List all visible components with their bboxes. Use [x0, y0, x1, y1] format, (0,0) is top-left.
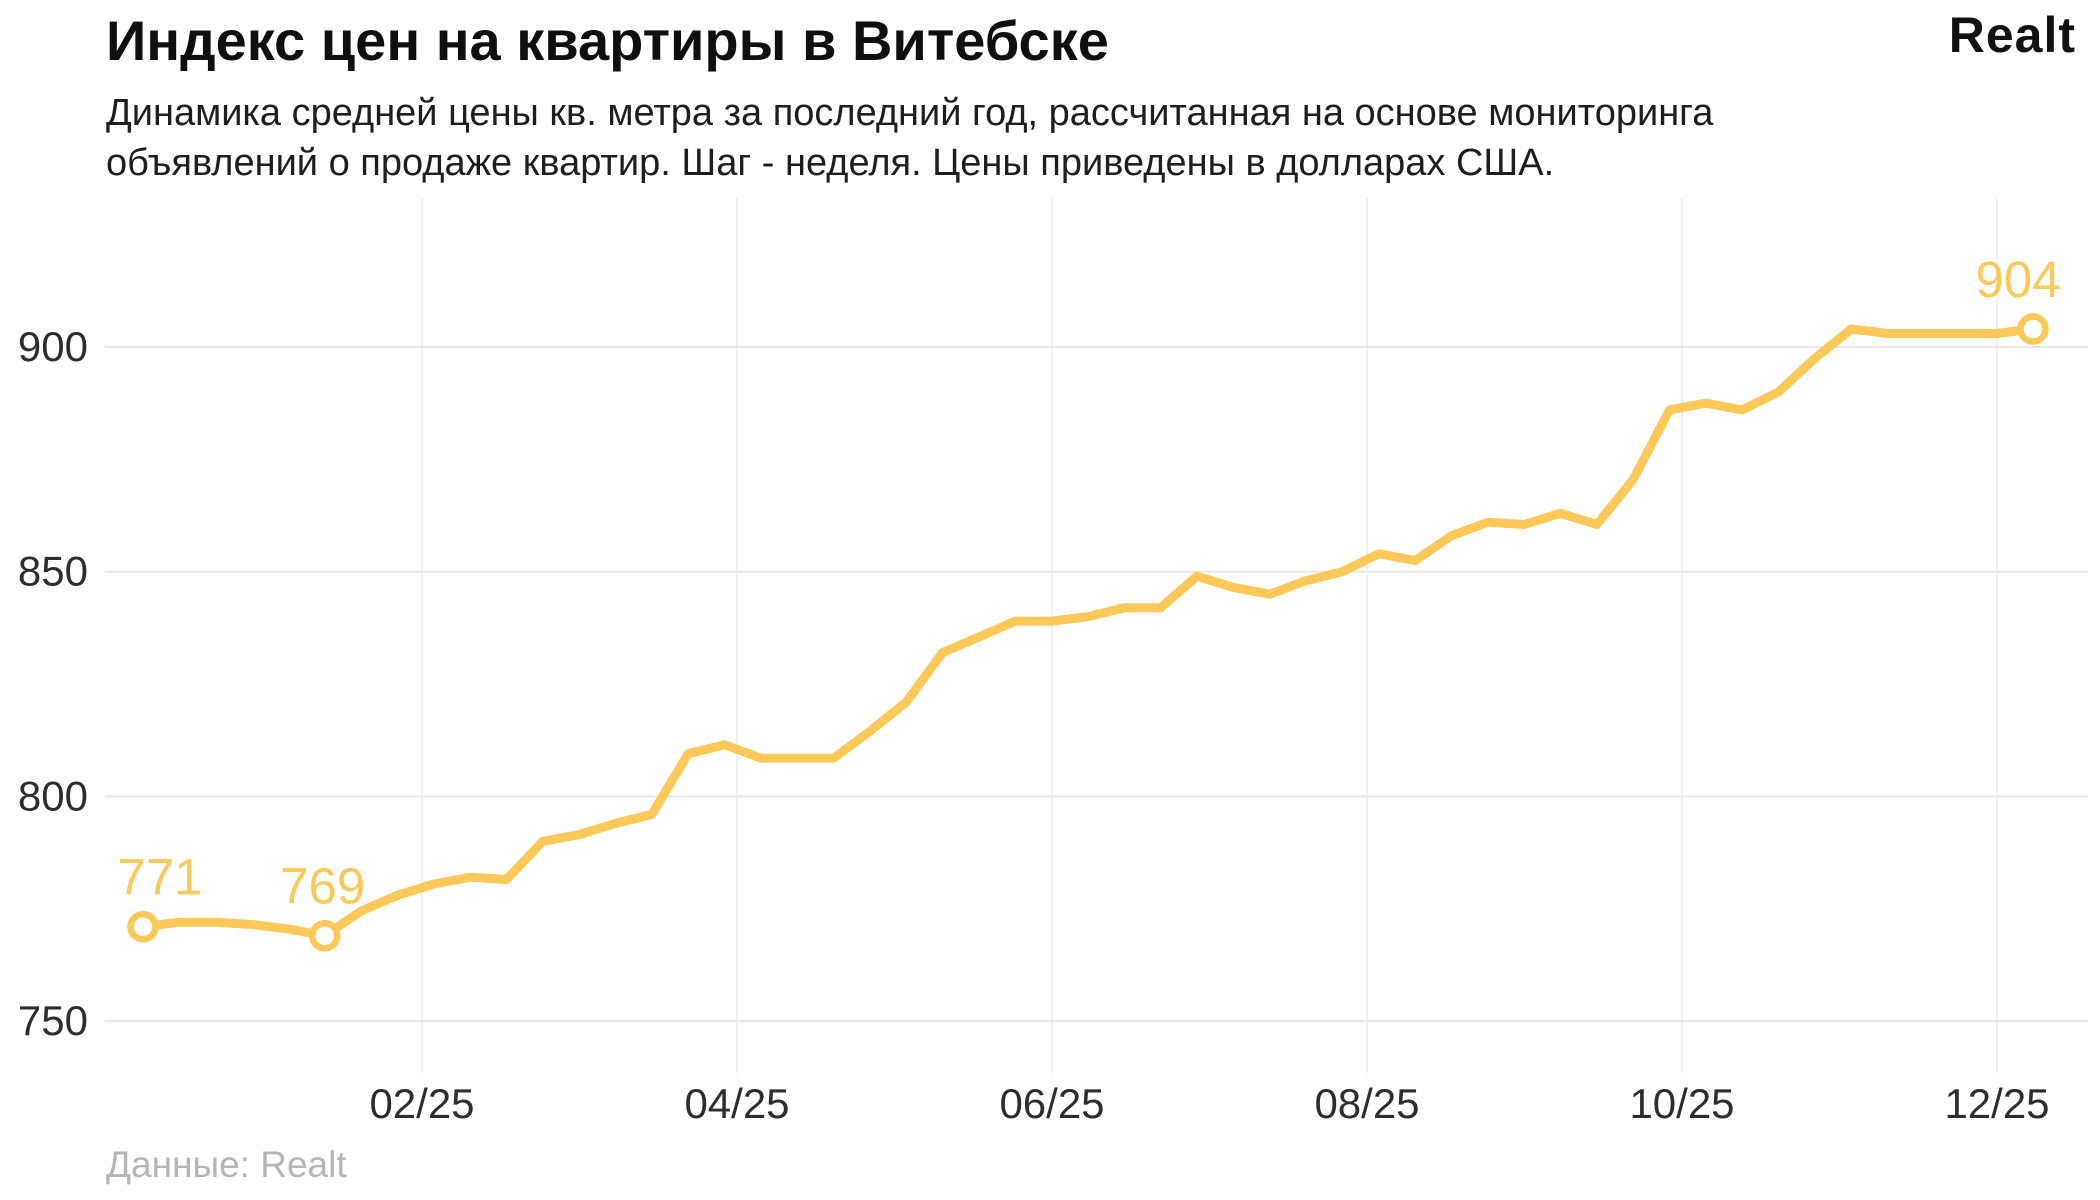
page-subtitle: Динамика средней цены кв. метра за после… — [106, 88, 1713, 188]
x-tick-label: 12/25 — [1944, 1080, 2049, 1127]
price-series-line — [138, 324, 2038, 941]
page-subtitle-line2: объявлений о продаже квартир. Шаг - неде… — [106, 142, 1555, 184]
point-value-label: 769 — [280, 858, 365, 915]
page-subtitle-line1: Динамика средней цены кв. метра за после… — [106, 92, 1714, 134]
page-title: Индекс цен на квартиры в Витебске — [106, 9, 1109, 72]
data-source-caption: Данные: Realt — [106, 1144, 347, 1185]
y-tick-label: 800 — [18, 772, 88, 819]
point-marker — [127, 910, 159, 943]
point-marker — [308, 919, 341, 952]
y-tick-label: 900 — [18, 323, 88, 370]
y-tick-label: 850 — [18, 548, 88, 595]
point-marker — [2017, 313, 2049, 345]
x-tick-label: 06/25 — [999, 1080, 1104, 1127]
x-tick-label: 04/25 — [684, 1080, 789, 1127]
x-tick-label: 02/25 — [369, 1080, 474, 1127]
y-tick-label: 750 — [18, 997, 88, 1044]
x-tick-label: 10/25 — [1629, 1080, 1734, 1127]
brand-logo: Realt — [1948, 7, 2076, 63]
point-value-label: 771 — [117, 849, 202, 906]
point-value-label: 904 — [1975, 251, 2060, 308]
x-tick-label: 08/25 — [1314, 1080, 1419, 1127]
